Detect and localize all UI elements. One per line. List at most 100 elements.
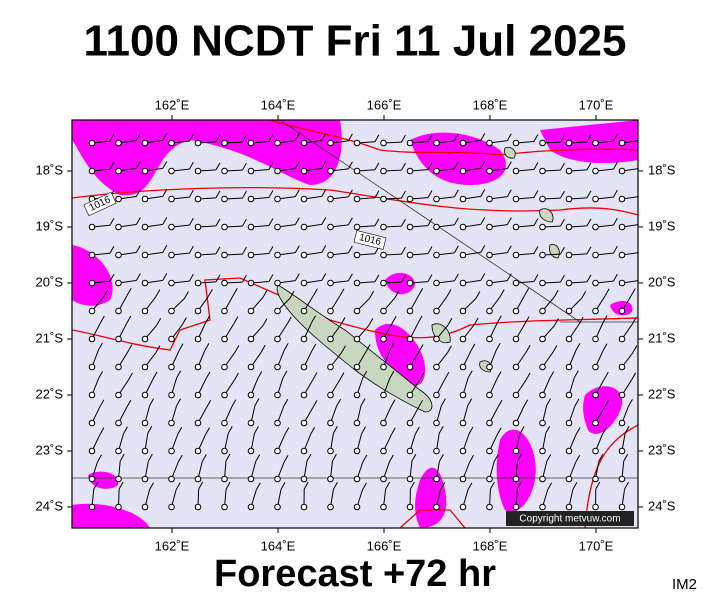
barb-station (381, 448, 387, 454)
barb-flag (640, 245, 644, 252)
barb-station (275, 168, 281, 174)
barb-station (593, 140, 599, 146)
barb-station (407, 280, 413, 286)
barb-station (434, 392, 440, 398)
barb-station (301, 252, 307, 258)
barb-station (195, 168, 201, 174)
barb-station (222, 448, 228, 454)
y-tick-label: 18˚S (36, 162, 64, 177)
barb-station (619, 140, 625, 146)
barb-station (513, 336, 519, 342)
barb-station (460, 448, 466, 454)
barb-station (142, 196, 148, 202)
barb-station (460, 196, 466, 202)
barb-station (275, 140, 281, 146)
barb-station (407, 448, 413, 454)
barb-station (328, 196, 334, 202)
barb-station (513, 504, 519, 510)
barb-station (540, 476, 546, 482)
barb-station (460, 336, 466, 342)
barb-station (222, 336, 228, 342)
barb-station (116, 252, 122, 258)
barb-station (460, 308, 466, 314)
barb-station (248, 476, 254, 482)
barb-station (195, 280, 201, 286)
barb-station (566, 168, 572, 174)
barb-station (275, 280, 281, 286)
barb-station (195, 336, 201, 342)
barb-station (328, 140, 334, 146)
barb-station (275, 392, 281, 398)
barb-station (593, 392, 599, 398)
barb-station (169, 196, 175, 202)
barb-station (566, 364, 572, 370)
barb-station (487, 252, 493, 258)
barb-station (513, 280, 519, 286)
barb-station (619, 168, 625, 174)
barb-station (301, 476, 307, 482)
barb-station (434, 252, 440, 258)
copyright: Copyright metvuw.com (519, 514, 620, 525)
barb-station (381, 140, 387, 146)
barb-station (540, 448, 546, 454)
barb-station (460, 476, 466, 482)
barb-station (460, 252, 466, 258)
barb-station (381, 476, 387, 482)
barb-station (275, 224, 281, 230)
barb-station (169, 140, 175, 146)
barb-station (301, 392, 307, 398)
barb-station (540, 392, 546, 398)
barb-station (381, 280, 387, 286)
barb-station (487, 364, 493, 370)
barb-station (116, 504, 122, 510)
barb-station (619, 448, 625, 454)
barb-station (222, 252, 228, 258)
barb-station (116, 224, 122, 230)
x-tick-label: 164˚E (261, 538, 296, 553)
barb-station (487, 476, 493, 482)
barb-station (540, 168, 546, 174)
barb-flag (640, 273, 644, 280)
barb-station (434, 308, 440, 314)
barb-flag (640, 161, 644, 168)
barb-station (301, 364, 307, 370)
barb-station (116, 140, 122, 146)
barb-station (328, 308, 334, 314)
barb-station (116, 308, 122, 314)
barb-station (222, 476, 228, 482)
barb-station (460, 224, 466, 230)
barb-station (301, 168, 307, 174)
barb-station (248, 448, 254, 454)
barb-station (142, 252, 148, 258)
barb-station (354, 336, 360, 342)
barb-station (434, 336, 440, 342)
barb-station (275, 448, 281, 454)
barb-station (275, 476, 281, 482)
barb-station (566, 476, 572, 482)
barb-station (89, 476, 95, 482)
barb-station (222, 140, 228, 146)
barb-station (381, 252, 387, 258)
x-tick-label: 168˚E (473, 97, 508, 112)
barb-station (487, 504, 493, 510)
barb-station (275, 336, 281, 342)
barb-station (222, 392, 228, 398)
barb-station (89, 420, 95, 426)
barb-station (487, 308, 493, 314)
barb-station (540, 308, 546, 314)
barb-station (142, 308, 148, 314)
barb-station (116, 168, 122, 174)
barb-station (89, 280, 95, 286)
y-tick-label: 21˚S (648, 330, 676, 345)
x-tick-label: 162˚E (155, 97, 190, 112)
barb-station (248, 420, 254, 426)
barb-station (275, 308, 281, 314)
barb-station (513, 420, 519, 426)
barb-station (116, 196, 122, 202)
barb-station (195, 504, 201, 510)
y-tick-label: 22˚S (648, 386, 676, 401)
x-tick-label: 162˚E (155, 538, 190, 553)
barb-station (354, 308, 360, 314)
barb-station (116, 448, 122, 454)
barb-station (513, 476, 519, 482)
